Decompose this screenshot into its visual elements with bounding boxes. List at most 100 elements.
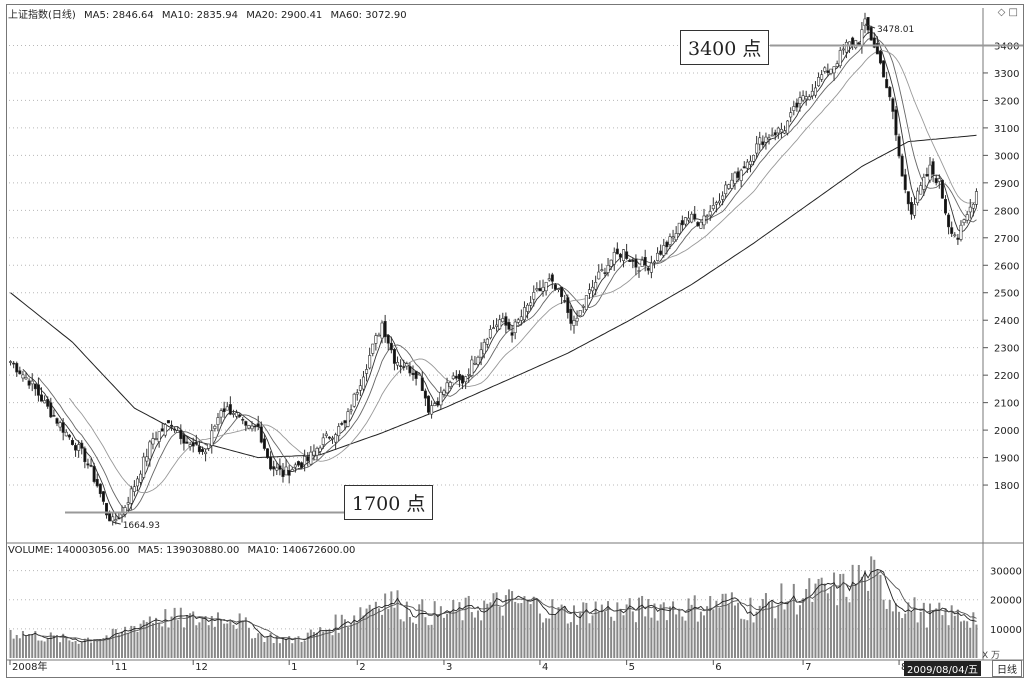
candle-body [878,50,882,64]
candle-body [538,288,542,292]
candle [194,434,198,446]
candle-body [27,380,31,386]
volume-bar [582,602,585,658]
volume-ma5-line [22,569,977,643]
volume-bar [55,634,58,658]
candle-body [55,418,59,424]
candle-body [495,324,499,327]
candle-body [761,141,765,146]
volume-bar [390,591,393,658]
candle-body [173,428,177,431]
volume-bar [894,603,897,658]
candle [392,347,396,371]
window-controls[interactable]: ◇ □ [997,7,1018,18]
volume-bar [164,609,167,658]
volume-bar [625,604,628,658]
volume-bar [62,633,65,658]
candle-body [501,318,505,323]
candle [727,183,731,190]
candle-body [309,451,313,465]
volume-bar [542,622,545,658]
candle [67,433,71,440]
candle-body [687,217,691,221]
volume-bar [83,638,86,658]
candle-body [913,204,917,216]
candle [306,452,310,467]
candle [516,317,520,325]
candle-body [646,267,650,271]
candle-body [841,48,845,51]
candle-body [420,377,424,391]
volume-bar [291,643,294,658]
candle-body [235,412,239,417]
candle-body [58,422,62,428]
candle-body [940,179,944,199]
price-tick-label: 1800 [994,481,1019,492]
volume-ma10-line [38,570,977,642]
volume-bar [833,572,836,658]
volume-bar [959,621,962,658]
candle [464,376,468,390]
volume-bar [319,627,322,658]
volume-bar [842,573,845,658]
candle-body [838,50,842,67]
candle-body [693,213,697,220]
candle-body [792,106,796,111]
candle [863,12,867,34]
volume-bar [12,638,15,658]
volume-bar [238,613,241,658]
volume-bar [461,620,464,658]
volume-bar [681,616,684,658]
candlesticks [9,12,978,526]
volume-bar [538,613,541,658]
volume-bar [492,593,495,658]
volume-bar [244,617,247,658]
candle [804,90,808,106]
candle-body [553,284,557,290]
candle [18,366,22,375]
candle [396,356,400,370]
candle [219,408,223,424]
candle [179,424,183,445]
candle [937,174,941,189]
candle-body [485,338,489,345]
candle-body [331,437,335,440]
candle [761,135,765,149]
candle [526,303,530,319]
candle [708,205,712,221]
volume-bar [777,605,780,658]
volume-bar [873,559,876,658]
candle [869,25,873,41]
candle-body [584,295,588,310]
candle [553,283,557,291]
volume-bar [223,623,226,658]
index-title: 上证指数(日线) [8,10,76,21]
time-x-axis: 2008年111212345678 [9,660,907,673]
candle-body [795,102,799,108]
volume-bar [826,593,829,658]
candle-body [773,132,777,136]
candle-body [869,27,873,41]
period-tab-daily[interactable]: 日线 [992,660,1022,677]
candle [705,214,709,224]
candle [36,377,40,402]
volume-bar [727,604,730,658]
candle-body [640,259,644,267]
candle [965,210,969,224]
candle [160,423,164,432]
volume-bar [935,608,938,658]
candle [680,215,684,231]
candle [315,446,319,461]
low-level-callout: 1700 点 [344,485,434,520]
candle [331,435,335,444]
candle-body [817,77,821,87]
candle-body [625,251,629,259]
candle [507,318,511,330]
candle-body [111,516,115,522]
candle [742,161,746,169]
candle-body [365,369,369,374]
candle-body [473,362,477,365]
candle-body [439,391,443,406]
volume-unit-label: X 万 [982,651,1001,661]
